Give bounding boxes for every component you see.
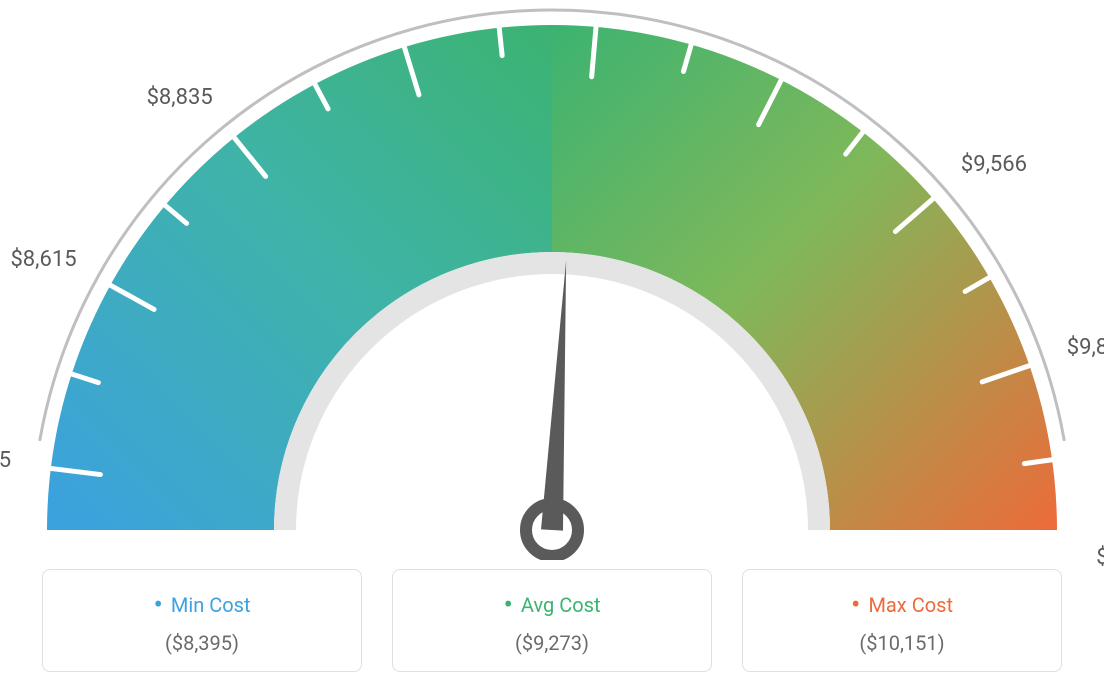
legend-avg-title: Avg Cost — [403, 588, 701, 621]
scale-label: $8,835 — [133, 85, 213, 110]
legend-min-card: Min Cost ($8,395) — [42, 569, 362, 672]
legend-row: Min Cost ($8,395) Avg Cost ($9,273) Max … — [0, 569, 1104, 672]
scale-label: $9,859 — [1067, 335, 1104, 360]
legend-max-value: ($10,151) — [753, 631, 1051, 655]
legend-min-value: ($8,395) — [53, 631, 351, 655]
legend-max-card: Max Cost ($10,151) — [742, 569, 1062, 672]
cost-gauge: $8,395$8,615$8,835$9,273$9,566$9,859$10,… — [0, 0, 1104, 560]
legend-avg-card: Avg Cost ($9,273) — [392, 569, 712, 672]
scale-label: $10,151 — [1096, 545, 1104, 570]
legend-max-title: Max Cost — [753, 588, 1051, 621]
scale-label: $8,395 — [0, 448, 11, 473]
legend-avg-value: ($9,273) — [403, 631, 701, 655]
scale-label: $8,615 — [0, 247, 77, 272]
legend-min-title: Min Cost — [53, 588, 351, 621]
scale-label: $9,566 — [961, 152, 1027, 177]
